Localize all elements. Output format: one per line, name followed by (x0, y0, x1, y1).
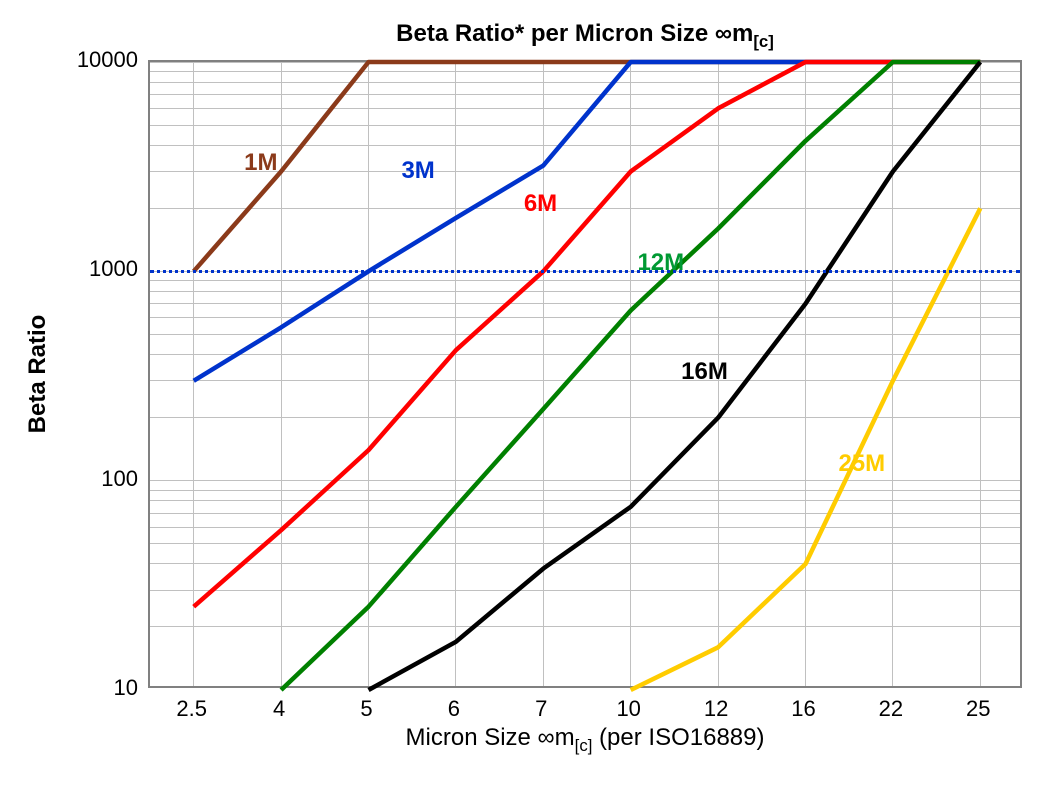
series-label-12M: 12M (637, 249, 684, 277)
y-axis-label: Beta Ratio (24, 315, 52, 434)
series-line-1M (194, 62, 981, 271)
series-line-16M (369, 62, 981, 690)
y-tick-label: 1000 (89, 256, 138, 282)
x-tick-label: 7 (535, 696, 547, 722)
series-label-16M: 16M (681, 358, 728, 386)
series-label-25M: 25M (838, 450, 885, 478)
reference-line (150, 270, 1020, 273)
chart-title: Beta Ratio* per Micron Size ∞m[c] (396, 20, 774, 52)
series-label-3M: 3M (401, 157, 434, 185)
series-label-1M: 1M (244, 149, 277, 177)
x-tick-label: 2.5 (176, 696, 207, 722)
series-line-12M (281, 62, 980, 690)
y-tick-label: 10 (114, 675, 138, 701)
x-tick-label: 25 (966, 696, 990, 722)
x-axis-label: Micron Size ∞m[c] (per ISO16889) (406, 724, 765, 756)
x-tick-label: 12 (704, 696, 728, 722)
series-line-6M (194, 62, 981, 607)
series-label-6M: 6M (524, 190, 557, 218)
x-tick-label: 16 (791, 696, 815, 722)
x-tick-label: 10 (616, 696, 640, 722)
y-tick-label: 10000 (77, 47, 138, 73)
x-tick-label: 22 (879, 696, 903, 722)
y-tick-label: 100 (101, 466, 138, 492)
x-tick-label: 5 (360, 696, 372, 722)
series-lines (150, 62, 1024, 690)
x-tick-label: 6 (448, 696, 460, 722)
x-tick-label: 4 (273, 696, 285, 722)
plot-area (148, 60, 1022, 688)
series-line-25M (631, 208, 981, 690)
